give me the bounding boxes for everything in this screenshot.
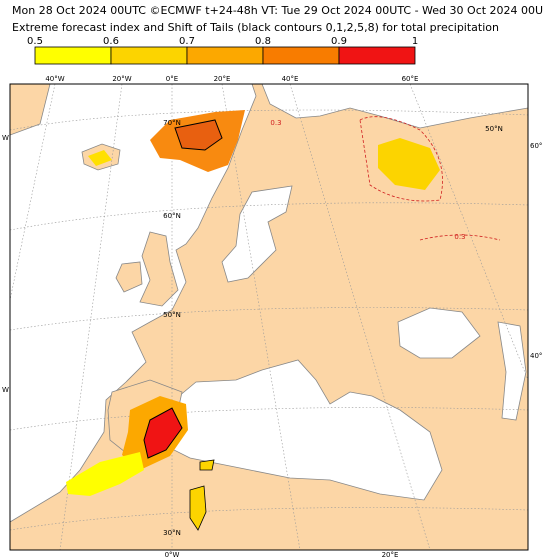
top-label: 20°E — [214, 75, 231, 83]
right-label: 60°E — [530, 142, 543, 150]
right-label: 40°E — [530, 352, 543, 360]
lat-label: 60°N — [163, 212, 181, 220]
lat-label: 30°N — [163, 529, 181, 537]
colorbar-tick-label: 0.5 — [27, 36, 43, 47]
colorbar-segment — [338, 46, 416, 65]
top-label: 20°W — [112, 75, 131, 83]
efi-russia — [378, 138, 440, 190]
left-label: W — [2, 134, 9, 142]
contour-label: 0.3 — [454, 233, 465, 241]
colorbar-tick-label: 0.9 — [331, 36, 347, 47]
efi-algeria — [199, 459, 215, 471]
graticule — [10, 84, 528, 550]
lat-label: 70°N — [163, 119, 181, 127]
top-label: 40°W — [45, 75, 64, 83]
efi-spain-core — [143, 407, 183, 459]
contour-label: 0.3 — [270, 119, 281, 127]
colorbar-tick-label: 1 — [412, 36, 418, 47]
efi-sahara — [189, 485, 207, 531]
efi-norway-core — [174, 119, 223, 151]
top-label: 40°E — [282, 75, 299, 83]
colorbar-tick-label: 0.6 — [103, 36, 119, 47]
title-line: Mon 28 Oct 2024 00UTC ©ECMWF t+24-48h VT… — [12, 4, 543, 17]
efi-morocco — [66, 452, 144, 496]
map-labels: 40°W 20°W 0°E 20°E 40°E 60°E 0°W 20°E 60°E 40°E 70… — [2, 75, 543, 559]
map-frame — [9, 83, 529, 551]
efi-iceland — [88, 150, 112, 166]
colorbar-segment — [262, 46, 340, 65]
ireland — [115, 261, 143, 293]
caspian-sea — [497, 321, 527, 421]
atlantic — [10, 84, 257, 523]
britain — [139, 231, 179, 307]
arctic-sea — [261, 84, 528, 129]
bottom-label: 0°W — [165, 551, 180, 559]
black-sea — [397, 307, 481, 359]
colorbar-segment — [186, 46, 264, 65]
bottom-label: 20°E — [382, 551, 399, 559]
top-label: 0°E — [166, 75, 178, 83]
colorbar: 0.5 0.6 0.7 0.8 0.9 1 — [27, 36, 418, 65]
lat-label: 50°N — [163, 311, 181, 319]
colorbar-tick-label: 0.8 — [255, 36, 271, 47]
lat-label: 50°N — [485, 125, 503, 133]
subtitle-line: Extreme forecast index and Shift of Tail… — [12, 21, 499, 34]
colorbar-segment — [110, 46, 188, 65]
left-label: W — [2, 386, 9, 394]
colorbar-segment — [34, 46, 112, 65]
top-label: 60°E — [402, 75, 419, 83]
baltic-sea — [221, 185, 293, 283]
sot-contour — [359, 116, 501, 241]
colorbar-tick-label: 0.7 — [179, 36, 195, 47]
map: 40°W 20°W 0°E 20°E 40°E 60°E 0°W 20°E 60°E 40°E 70… — [2, 75, 543, 559]
